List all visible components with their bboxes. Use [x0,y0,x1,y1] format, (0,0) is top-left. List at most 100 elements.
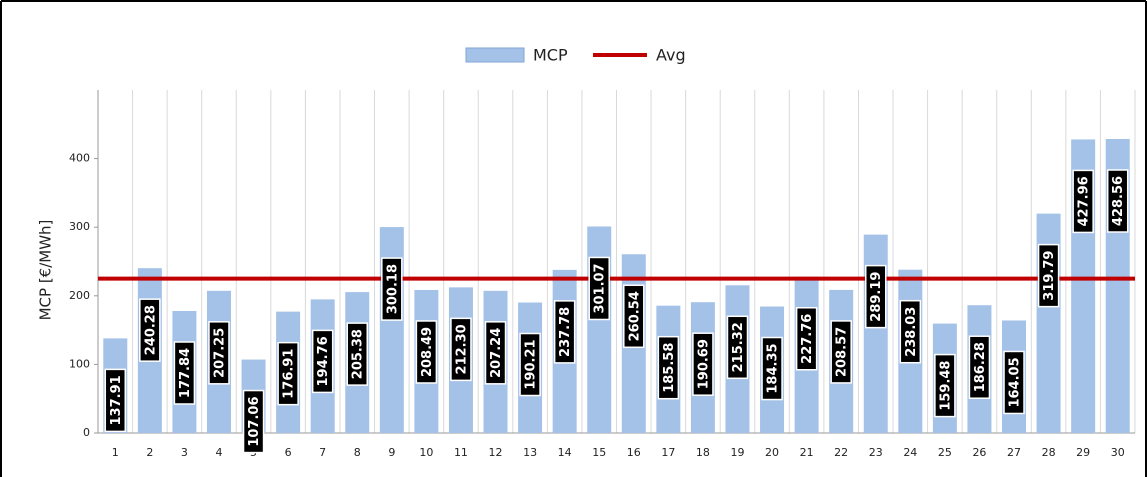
data-label-box [692,332,714,396]
data-label: 164.05 [1008,357,1023,407]
data-label: 207.24 [489,328,504,378]
data-label-box [277,341,299,406]
x-tick-label: 3 [181,446,188,459]
data-label: 319.79 [1042,251,1057,301]
x-tick-label: 30 [1111,446,1125,459]
x-tick-label: 16 [627,446,641,459]
data-label: 190.69 [696,339,711,389]
data-label: 107.06 [247,396,262,446]
data-label-box [311,329,334,394]
data-label-box [588,256,610,321]
data-label-box [1003,350,1025,415]
data-label-box [139,298,161,362]
y-tick-label: 300 [69,220,90,233]
data-label-box [865,264,887,329]
x-tick-label: 25 [938,446,952,459]
x-tick-label: 22 [834,446,848,459]
data-label: 194.76 [316,336,331,386]
x-tick-label: 9 [388,446,395,459]
data-label-box [657,335,680,400]
data-label: 159.48 [938,361,953,411]
x-tick-label: 2 [146,446,153,459]
x-tick-label: 15 [592,446,606,459]
legend-label: MCP [533,46,568,65]
x-tick-label: 4 [215,446,222,459]
x-tick-label: 13 [523,446,537,459]
data-label: 208.57 [835,327,850,377]
data-label: 215.32 [731,322,746,372]
data-label-box [484,321,507,385]
legend-swatch [465,47,525,63]
data-label-box [795,307,818,371]
data-label: 227.76 [800,314,815,364]
x-tick-label: 10 [419,446,433,459]
data-label-box [519,332,541,397]
data-label: 300.18 [385,264,400,314]
y-tick-label: 100 [69,357,90,370]
data-label: 184.35 [766,343,781,393]
data-label-box [761,336,783,401]
bar [863,234,888,433]
data-label-box [450,317,472,382]
data-label-box [415,320,438,384]
x-tick-label: 12 [489,446,503,459]
x-tick-label: 7 [319,446,326,459]
x-tick-label: 14 [558,446,572,459]
x-tick-label: 20 [765,446,779,459]
x-tick-label: 8 [354,446,361,459]
x-tick-label: 21 [800,446,814,459]
data-label: 207.25 [212,328,227,378]
data-label: 177.84 [178,348,193,398]
data-label-box [830,320,852,384]
data-label: 212.30 [454,324,469,374]
x-tick-label: 19 [730,446,744,459]
data-label: 260.54 [627,291,642,341]
data-label-box [934,353,956,418]
data-label-box [104,368,127,433]
legend-label: Avg [656,46,686,65]
data-label: 289.19 [869,272,884,322]
data-label-box [726,315,749,380]
data-label-box [968,335,991,399]
data-label: 427.96 [1077,176,1092,226]
x-tick-label: 24 [903,446,917,459]
x-tick-label: 17 [661,446,675,459]
data-label: 205.38 [351,329,366,379]
data-label-box [553,300,576,364]
x-tick-label: 11 [454,446,468,459]
data-label-box [208,321,230,385]
data-label-box [242,389,265,454]
data-label: 428.56 [1111,176,1126,226]
data-label: 237.78 [558,307,573,357]
data-label-box [1037,243,1060,308]
data-label-box [173,341,196,405]
data-label: 190.21 [524,339,539,389]
data-label-box [381,257,403,321]
data-label-box [1072,169,1094,234]
data-label: 301.07 [593,263,608,313]
data-label: 186.28 [973,342,988,392]
data-label: 238.03 [904,307,919,357]
data-label: 176.91 [282,349,297,399]
y-tick-label: 200 [69,289,90,302]
y-axis-label: MCP [€/MWh] [37,220,55,321]
x-tick-label: 27 [1007,446,1021,459]
y-tick-label: 0 [83,426,90,439]
data-label: 137.91 [109,375,124,425]
x-tick-label: 28 [1042,446,1056,459]
x-tick-label: 29 [1076,446,1090,459]
data-label-box [1106,169,1129,233]
data-label-box [899,299,922,364]
data-label: 208.49 [420,327,435,377]
data-label-box [623,284,645,349]
y-tick-label: 400 [69,152,90,165]
x-tick-label: 18 [696,446,710,459]
x-tick-label: 23 [869,446,883,459]
x-tick-label: 1 [112,446,119,459]
x-tick-label: 26 [972,446,986,459]
data-label: 240.28 [143,305,158,355]
x-tick-label: 6 [285,446,292,459]
data-label-box [346,322,368,386]
data-label: 185.58 [662,343,677,393]
